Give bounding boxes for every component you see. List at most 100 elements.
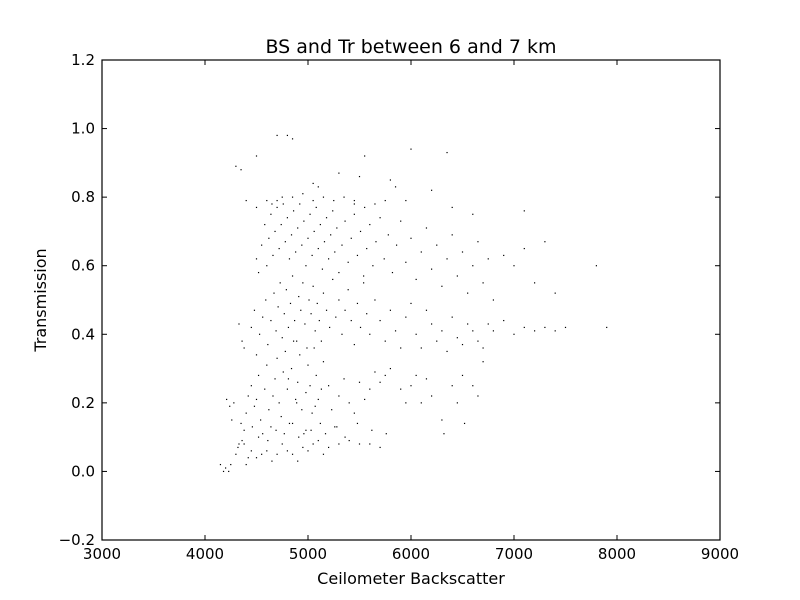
data-point — [295, 398, 297, 401]
data-point — [415, 333, 417, 335]
data-point — [219, 463, 222, 466]
data-point — [322, 196, 325, 198]
data-point — [341, 333, 343, 335]
data-point — [595, 265, 597, 267]
data-point — [391, 271, 394, 274]
data-point — [291, 196, 294, 198]
data-point — [255, 155, 258, 157]
data-point — [472, 330, 474, 332]
data-point — [302, 193, 304, 195]
data-point — [229, 405, 231, 407]
data-point — [267, 343, 269, 346]
data-point — [286, 134, 288, 137]
data-point — [276, 134, 278, 137]
data-point — [405, 261, 407, 263]
x-tick-label: 9000 — [701, 545, 739, 563]
data-point — [285, 289, 287, 291]
data-point — [431, 268, 433, 270]
data-point — [344, 220, 346, 222]
data-point — [420, 402, 422, 404]
data-point — [295, 251, 297, 253]
data-point — [482, 347, 484, 349]
data-point — [350, 237, 352, 239]
data-point — [436, 244, 438, 246]
data-point — [353, 213, 355, 215]
x-tick-label: 5000 — [289, 545, 327, 563]
data-point — [374, 299, 376, 301]
data-point — [290, 234, 293, 236]
data-point — [366, 313, 368, 315]
data-point — [332, 210, 334, 212]
data-point — [477, 340, 479, 342]
data-point — [292, 340, 295, 342]
data-point — [313, 230, 315, 233]
data-point — [298, 436, 300, 438]
data-point — [334, 251, 336, 253]
data-point — [467, 323, 469, 325]
data-point — [317, 247, 319, 250]
data-point — [356, 302, 359, 305]
data-point — [389, 367, 391, 370]
data-point — [303, 433, 305, 435]
data-point — [233, 402, 235, 404]
data-point — [492, 330, 494, 332]
data-point — [503, 319, 505, 322]
x-tick-label: 4000 — [186, 545, 224, 563]
data-point — [364, 155, 366, 157]
data-point — [338, 299, 340, 301]
data-point — [384, 199, 386, 202]
data-point — [302, 282, 304, 284]
data-point — [374, 371, 376, 373]
data-point — [379, 381, 381, 383]
data-point — [405, 199, 407, 202]
data-point — [294, 319, 296, 322]
data-point — [606, 326, 608, 329]
data-point — [400, 347, 402, 349]
data-point — [272, 254, 274, 257]
data-point — [230, 463, 232, 466]
data-point — [314, 330, 316, 332]
data-point — [330, 234, 332, 236]
data-point — [353, 343, 355, 346]
data-point — [282, 203, 284, 205]
data-point — [270, 426, 272, 428]
data-point — [299, 354, 301, 356]
data-point — [308, 299, 310, 301]
data-point — [410, 385, 412, 387]
data-point — [375, 241, 377, 243]
data-point — [275, 429, 277, 431]
data-point — [366, 247, 368, 250]
data-point — [451, 234, 453, 236]
data-point — [297, 460, 299, 462]
data-point — [240, 169, 242, 171]
data-point — [331, 409, 333, 411]
data-point — [482, 361, 484, 363]
data-point — [400, 220, 402, 222]
data-point — [394, 186, 397, 188]
data-point — [325, 309, 328, 311]
data-point — [461, 343, 464, 346]
data-point — [300, 309, 302, 311]
data-point — [383, 258, 385, 260]
data-point — [267, 439, 269, 442]
data-point — [257, 374, 260, 377]
y-tick-label: 0.6 — [71, 257, 95, 275]
data-point — [451, 385, 453, 387]
data-point — [503, 254, 505, 257]
data-point — [250, 450, 252, 452]
data-point — [443, 433, 445, 435]
data-point — [261, 453, 263, 455]
data-point — [311, 254, 313, 257]
data-point — [344, 436, 346, 438]
data-point — [395, 244, 398, 246]
data-point — [492, 299, 494, 301]
data-point — [319, 422, 321, 425]
data-point — [291, 138, 294, 140]
data-point — [359, 326, 362, 329]
data-point — [431, 323, 433, 325]
data-point — [271, 203, 273, 205]
data-point — [243, 443, 245, 445]
data-point — [477, 395, 479, 397]
data-point — [389, 309, 391, 311]
data-point — [456, 275, 458, 277]
